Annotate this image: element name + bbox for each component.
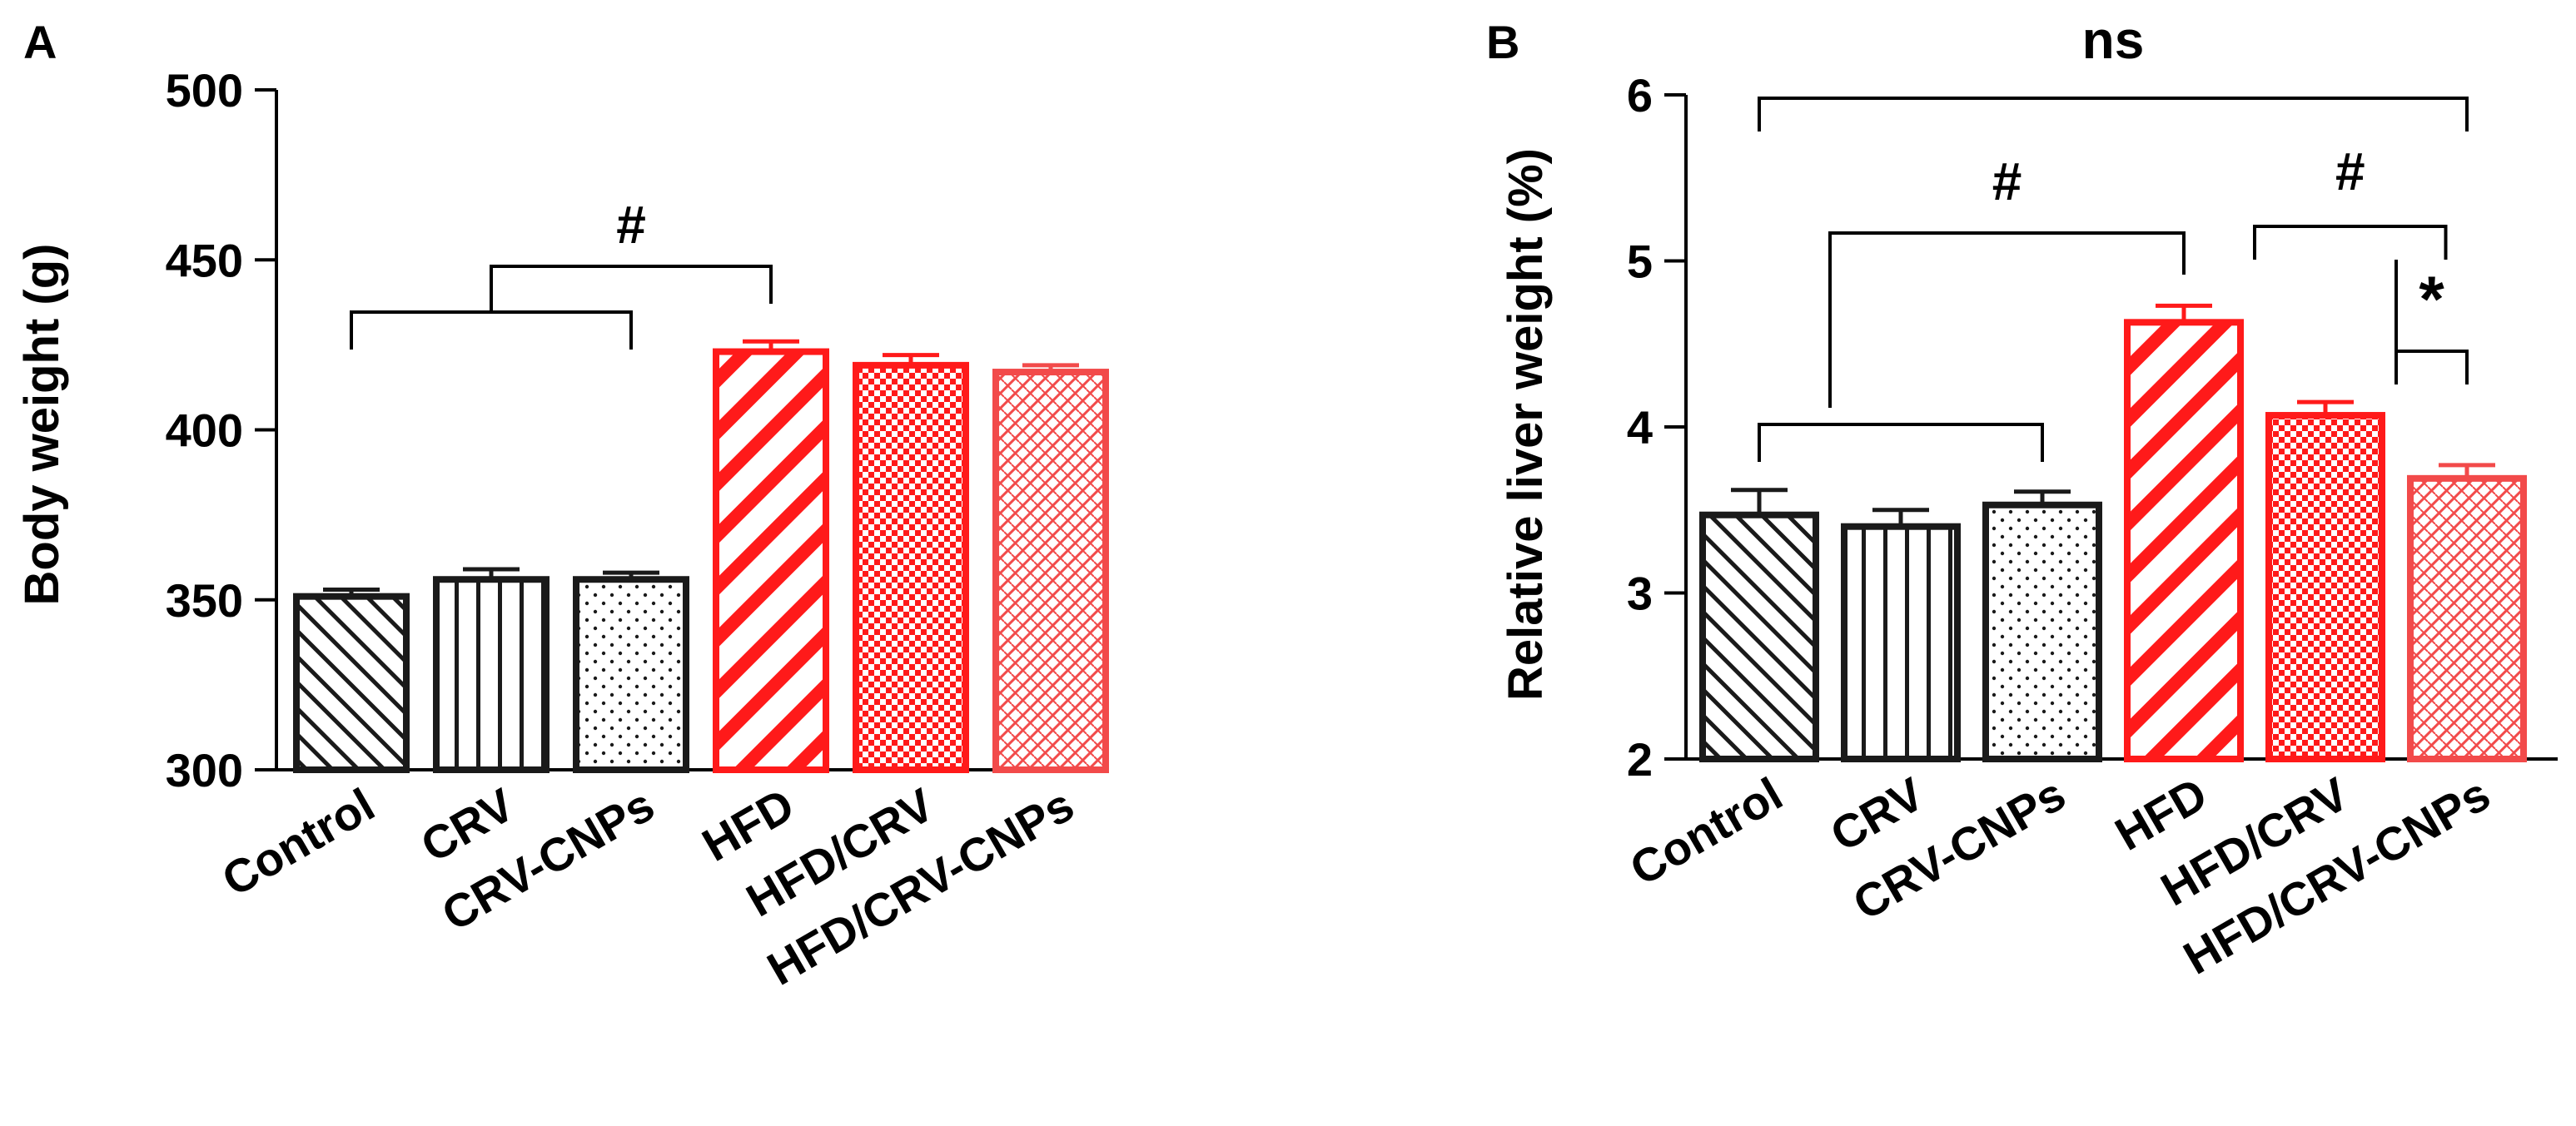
y-tick-label: 6 [1627, 69, 1653, 122]
panel-a-y-axis-label: Body weight (g) [15, 244, 69, 606]
bar-hfd-crv-cnps [992, 369, 1109, 773]
bar-control [1699, 511, 1819, 762]
significance-bracket-group [1758, 423, 2044, 462]
bar-crv [1841, 523, 1961, 762]
bar-crv [433, 576, 550, 773]
y-tick-label: 3 [1627, 568, 1653, 620]
panel-a-label: A [23, 16, 57, 68]
significance-bracket [2253, 225, 2448, 260]
y-tick-label: 2 [1627, 733, 1653, 786]
y-tick-label: 4 [1627, 401, 1653, 454]
panel-a-bars [293, 339, 1109, 773]
bar-hfd-crv-cnps [2407, 474, 2527, 762]
significance-label: # [616, 195, 646, 255]
significance-label: # [2335, 141, 2365, 201]
bar-crv-cnps [1982, 501, 2102, 762]
significance-label: ns [2082, 10, 2145, 70]
panel-a-body-weight: A Body weight (g) 300 350 400 450 500 # Cont… [15, 16, 1109, 995]
significance-bracket [2394, 350, 2469, 384]
panel-b-label: B [1486, 16, 1519, 68]
y-tick-label: 400 [166, 404, 243, 457]
panel-b-y-axis-label: Relative liver weight (%) [1499, 148, 1553, 701]
panel-b-bars [1699, 303, 2527, 762]
panel-a-annotations: # [350, 195, 773, 350]
bar-control [293, 593, 410, 773]
panel-a-y-ticks: 300 350 400 450 500 [166, 64, 276, 796]
y-tick-label: 5 [1627, 236, 1653, 288]
bar-hfd-crv [853, 361, 969, 773]
significance-bracket [1828, 231, 2186, 275]
bar-hfd [2124, 319, 2244, 762]
significance-label: # [1992, 151, 2022, 211]
x-tick-label: Control [213, 778, 383, 906]
panel-b-y-ticks: 2 3 4 5 6 [1627, 69, 1686, 786]
bar-hfd [713, 348, 829, 773]
y-tick-label: 300 [166, 744, 243, 796]
bar-crv-cnps [573, 576, 689, 773]
panel-b-annotations: ns # # * [1758, 10, 2469, 462]
significance-label: * [2419, 262, 2444, 335]
y-tick-label: 500 [166, 64, 243, 117]
bar-hfd-crv [2265, 412, 2385, 762]
significance-bracket [490, 265, 773, 312]
x-tick-label: Control [1621, 767, 1791, 895]
significance-bracket-group [350, 310, 633, 350]
y-tick-label: 350 [166, 574, 243, 627]
y-tick-label: 450 [166, 234, 243, 286]
significance-bracket [1758, 97, 2469, 131]
